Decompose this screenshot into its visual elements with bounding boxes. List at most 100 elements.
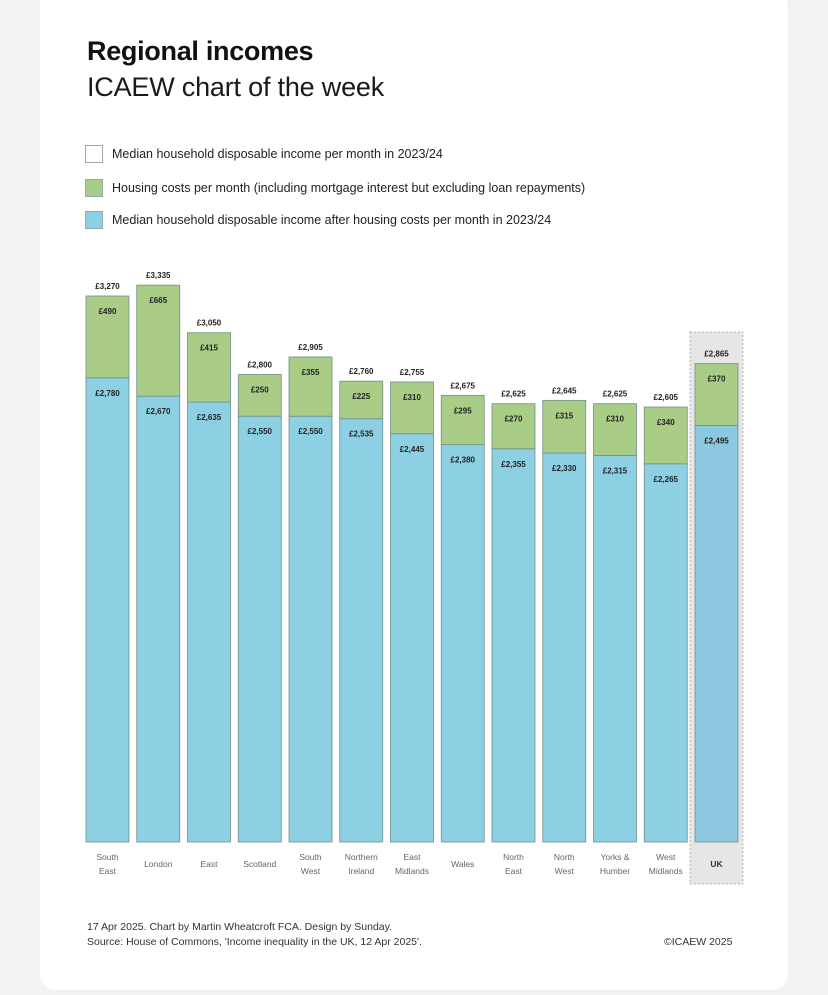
legend-label: Median household disposable income per m…	[112, 147, 443, 161]
category-label: North	[503, 852, 524, 862]
category-label: South	[96, 852, 118, 862]
category-label: West	[555, 866, 575, 876]
total-label: £3,050	[197, 319, 222, 328]
after-housing-label: £2,265	[654, 475, 679, 484]
legend-swatch-total	[85, 145, 103, 163]
bar-housing-costs	[85, 295, 130, 379]
legend-item-after-housing: Median household disposable income after…	[85, 210, 551, 230]
bar-after-housing	[136, 395, 181, 843]
bar-after-housing	[593, 455, 637, 843]
total-label: £2,755	[400, 368, 425, 377]
category-label: Humber	[600, 866, 630, 876]
category-label: Northern	[345, 852, 378, 862]
housing-label: £225	[352, 392, 370, 401]
housing-label: £370	[708, 375, 726, 384]
total-label: £2,645	[552, 386, 577, 395]
bar-after-housing	[390, 433, 434, 843]
legend-swatch-housing	[85, 179, 103, 197]
bar-housing-costs	[390, 381, 434, 435]
total-label: £3,335	[146, 271, 171, 280]
category-label: Ireland	[348, 866, 374, 876]
chart-subtitle: ICAEW chart of the week	[87, 72, 385, 102]
after-housing-label: £2,550	[298, 427, 323, 436]
after-housing-label: £2,535	[349, 430, 374, 439]
bar-housing-costs	[593, 403, 637, 456]
after-housing-label: £2,780	[95, 389, 120, 398]
bar-after-housing	[491, 448, 536, 843]
housing-label: £315	[555, 411, 573, 420]
after-housing-label: £2,445	[400, 445, 425, 454]
total-label: £3,270	[95, 282, 120, 291]
total-label: £2,625	[603, 390, 628, 399]
category-label: East	[505, 866, 523, 876]
bar-after-housing	[440, 444, 485, 843]
housing-label: £295	[454, 406, 472, 415]
total-label: £2,905	[298, 343, 323, 352]
category-label: Scotland	[243, 859, 276, 869]
footer-credit: 17 Apr 2025. Chart by Martin Wheatcroft …	[87, 921, 393, 933]
bar-housing-costs	[694, 363, 739, 426]
bar-after-housing	[187, 401, 231, 843]
housing-label: £355	[302, 368, 320, 377]
bar-housing-costs	[440, 394, 485, 446]
after-housing-label: £2,670	[146, 407, 171, 416]
bar-housing-costs	[491, 403, 536, 450]
after-housing-label: £2,550	[248, 427, 273, 436]
after-housing-label: £2,495	[704, 436, 729, 445]
bar-after-housing	[339, 418, 384, 843]
category-label: Wales	[451, 859, 474, 869]
bar-housing-costs	[187, 332, 231, 403]
bar-after-housing	[237, 415, 282, 843]
legend-label: Median household disposable income after…	[112, 213, 552, 227]
bar-after-housing	[694, 425, 739, 843]
housing-label: £310	[403, 393, 421, 402]
housing-label: £415	[200, 344, 218, 353]
category-label: East	[200, 859, 218, 869]
category-label: Midlands	[395, 866, 429, 876]
category-label: Yorks &	[601, 852, 630, 862]
category-label: East	[99, 866, 117, 876]
housing-label: £310	[606, 415, 624, 424]
legend-item-housing-costs: Housing costs per month (including mortg…	[85, 178, 585, 198]
total-label: £2,675	[451, 381, 476, 390]
legend-item-total-income: Median household disposable income per m…	[85, 144, 443, 164]
chart-title: Regional incomes	[87, 36, 314, 66]
total-label: £2,760	[349, 367, 374, 376]
after-housing-label: £2,380	[451, 456, 476, 465]
housing-label: £490	[99, 307, 117, 316]
category-label: London	[144, 859, 173, 869]
total-label: £2,625	[501, 390, 526, 399]
housing-label: £340	[657, 418, 675, 427]
housing-label: £270	[505, 415, 523, 424]
bar-after-housing	[643, 463, 688, 843]
footer-copyright: ©ICAEW 2025	[664, 936, 733, 948]
bar-housing-costs	[136, 284, 181, 397]
after-housing-label: £2,330	[552, 464, 577, 473]
bar-after-housing	[542, 452, 587, 843]
bar-housing-costs	[237, 374, 282, 417]
category-label: UK	[710, 859, 723, 869]
after-housing-label: £2,635	[197, 413, 222, 422]
after-housing-label: £2,315	[603, 466, 628, 475]
total-label: £2,605	[654, 393, 679, 402]
category-label: South	[299, 852, 321, 862]
category-label: North	[554, 852, 575, 862]
bar-after-housing	[85, 377, 130, 843]
category-label: West	[301, 866, 321, 876]
bar-after-housing	[288, 415, 333, 843]
housing-label: £250	[251, 385, 269, 394]
category-label: Midlands	[649, 866, 683, 876]
after-housing-label: £2,355	[501, 460, 526, 469]
footer-source: Source: House of Commons, 'Income inequa…	[87, 936, 422, 948]
bar-housing-costs	[288, 356, 333, 417]
total-label: £2,865	[704, 350, 729, 359]
category-label: East	[403, 852, 421, 862]
total-label: £2,800	[248, 360, 273, 369]
bar-housing-costs	[542, 399, 587, 454]
legend-swatch-after-housing	[85, 211, 103, 229]
legend-label: Housing costs per month (including mortg…	[112, 181, 586, 195]
bar-housing-costs	[643, 406, 688, 465]
category-label: West	[656, 852, 676, 862]
bar-housing-costs	[339, 380, 384, 420]
